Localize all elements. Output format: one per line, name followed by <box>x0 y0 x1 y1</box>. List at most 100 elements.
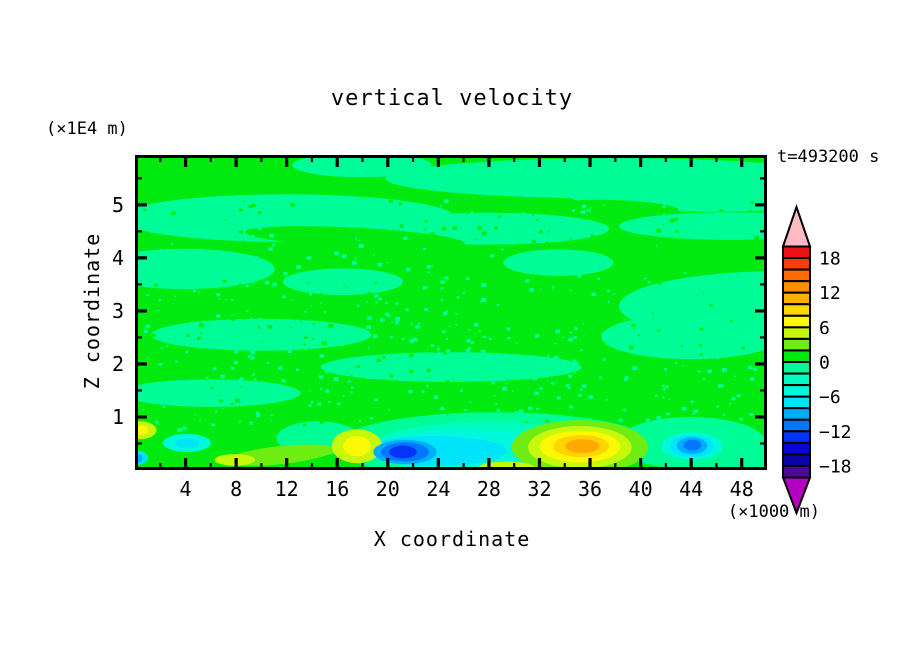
speckle-dot <box>577 274 582 278</box>
speckle-dot <box>230 402 234 405</box>
colorbar-segment <box>782 430 811 444</box>
speckle-dot <box>394 334 397 337</box>
speckle-dot <box>373 391 378 395</box>
speckle-dot <box>179 396 184 400</box>
speckle-dot <box>626 348 631 352</box>
colorbar-segment <box>782 257 811 271</box>
speckle-dot <box>440 280 445 284</box>
speckle-dot <box>374 398 378 401</box>
x-tick-label: 8 <box>230 477 243 501</box>
speckle-dot <box>637 334 641 337</box>
speckle-dot <box>446 238 452 243</box>
speckle-dot <box>721 367 727 372</box>
speckle-dot <box>165 339 169 343</box>
speckle-dot <box>564 264 568 268</box>
speckle-dot <box>716 405 719 408</box>
speckle-dot <box>214 196 219 200</box>
speckle-dot <box>531 239 536 243</box>
speckle-dot <box>368 419 371 421</box>
speckle-dot <box>256 414 261 418</box>
speckle-dot <box>380 318 385 322</box>
speckle-dot <box>415 382 421 386</box>
speckle-dot <box>538 236 542 239</box>
speckle-dot <box>580 349 583 352</box>
speckle-dot <box>348 306 354 310</box>
speckle-dot <box>569 266 572 269</box>
speckle-dot <box>762 428 765 430</box>
speckle-dot <box>503 394 505 396</box>
speckle-dot <box>669 321 673 325</box>
speckle-dot <box>569 289 572 292</box>
speckle-dot <box>465 277 470 281</box>
contour-blob <box>320 352 582 382</box>
speckle-dot <box>440 406 444 409</box>
speckle-dot <box>199 429 203 432</box>
speckle-dot <box>582 283 586 286</box>
speckle-dot <box>593 312 597 316</box>
colorbar-label: 0 <box>819 353 830 374</box>
speckle-dot <box>467 329 471 331</box>
speckle-dot <box>377 262 383 267</box>
speckle-dot <box>724 372 727 375</box>
speckle-dot <box>351 338 355 342</box>
speckle-dot <box>583 359 587 363</box>
speckle-dot <box>554 342 557 345</box>
speckle-dot <box>655 244 658 247</box>
colorbar-segment <box>782 441 811 456</box>
speckle-dot <box>425 238 428 241</box>
colorbar-segment <box>782 314 811 329</box>
speckle-dot <box>418 322 421 325</box>
speckle-dot <box>214 410 218 413</box>
speckle-dot <box>325 415 329 419</box>
speckle-dot <box>409 353 414 358</box>
speckle-dot <box>656 415 662 420</box>
speckle-dot <box>169 417 174 422</box>
speckle-dot <box>275 398 279 401</box>
speckle-dot <box>542 321 545 323</box>
colorbar-segment <box>782 326 811 340</box>
speckle-dot <box>429 336 433 340</box>
speckle-dot <box>204 392 209 395</box>
speckle-dot <box>668 398 672 401</box>
speckle-dot <box>662 224 664 226</box>
speckle-dot <box>729 320 733 323</box>
speckle-dot <box>665 385 669 389</box>
speckle-dot <box>426 265 431 269</box>
speckle-dot <box>320 387 323 390</box>
speckle-dot <box>340 344 344 347</box>
speckle-dot <box>304 340 308 343</box>
speckle-dot <box>253 378 257 381</box>
speckle-dot <box>308 404 312 407</box>
speckle-dot <box>148 394 151 397</box>
speckle-dot <box>569 237 572 240</box>
speckle-dot <box>610 215 614 219</box>
speckle-dot <box>481 298 487 303</box>
speckle-dot <box>407 355 412 359</box>
speckle-dot <box>395 302 399 305</box>
speckle-dot <box>529 288 534 292</box>
speckle-dot <box>718 304 723 309</box>
speckle-dot <box>671 294 677 298</box>
contour-blob <box>292 155 432 178</box>
speckle-dot <box>408 305 413 309</box>
speckle-dot <box>449 325 451 327</box>
speckle-dot <box>553 419 559 424</box>
speckle-dot <box>328 324 334 328</box>
speckle-dot <box>581 384 587 388</box>
speckle-dot <box>440 337 444 340</box>
speckle-dot <box>211 423 216 427</box>
speckle-dot <box>283 272 288 276</box>
speckle-dot <box>145 382 147 384</box>
speckle-dot <box>536 407 540 411</box>
contour-blob <box>389 445 417 459</box>
speckle-dot <box>702 292 705 294</box>
speckle-dot <box>719 209 724 213</box>
speckle-dot <box>456 296 460 299</box>
speckle-dot <box>257 211 262 215</box>
speckle-dot <box>209 233 212 236</box>
contour-field <box>135 155 767 470</box>
speckle-dot <box>547 230 550 233</box>
speckle-dot <box>225 298 227 301</box>
speckle-dot <box>680 428 685 432</box>
speckle-dot <box>143 329 148 334</box>
